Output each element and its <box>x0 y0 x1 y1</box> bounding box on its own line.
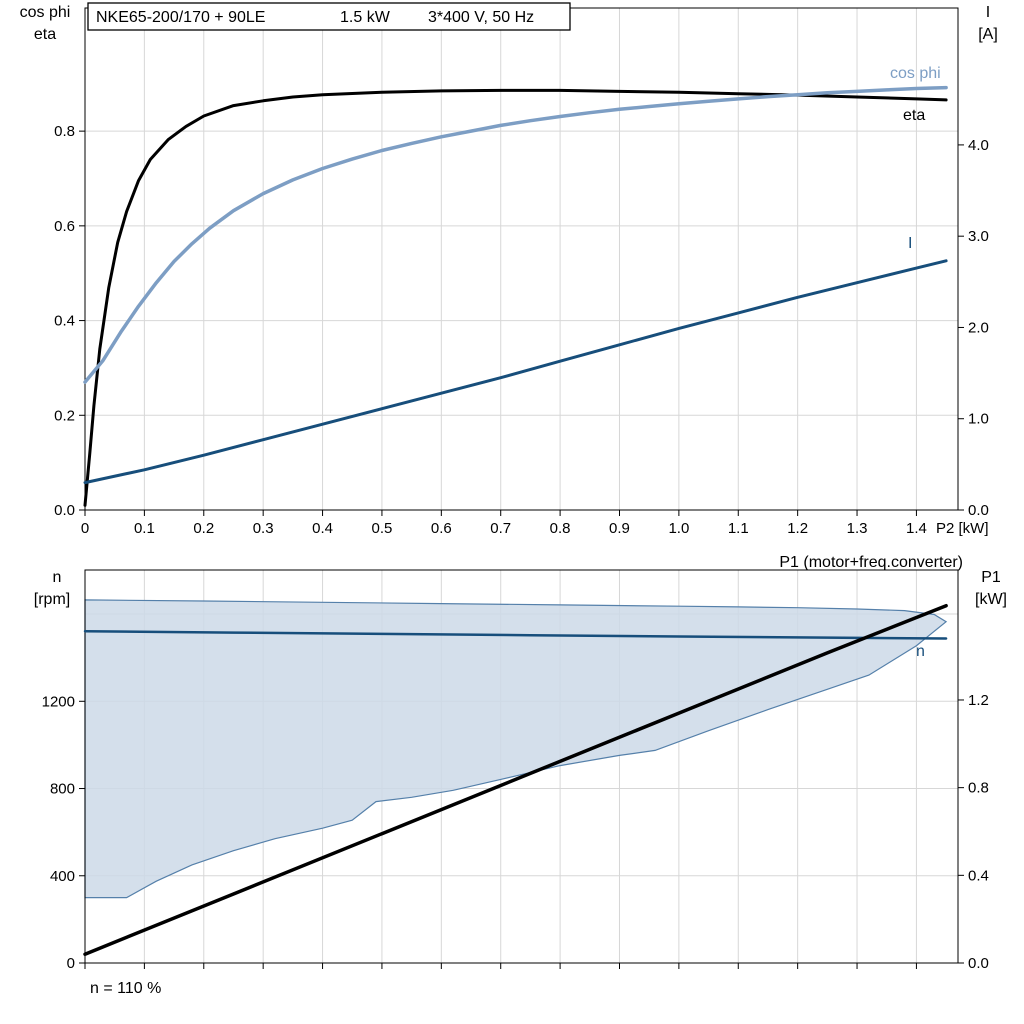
y-right-tick-label: 0.0 <box>968 955 989 972</box>
y-right-tick-label: 1.2 <box>968 692 989 709</box>
y-left-tick-label: 0.8 <box>54 123 75 140</box>
y-left-tick-label: 0.0 <box>54 502 75 519</box>
y-left-tick-label: 1200 <box>42 693 75 710</box>
x-tick-label: 1.1 <box>728 520 749 537</box>
speed-footnote: n = 110 % <box>90 980 161 997</box>
plot-frame <box>84 569 959 964</box>
curve-label-p1: P1 (motor+freq.converter) <box>779 554 963 571</box>
series-n <box>83 630 948 640</box>
chart-title-box <box>87 2 571 31</box>
title-supply: 3*400 V, 50 Hz <box>428 9 534 26</box>
y-right-title-p1-unit: [kW] <box>975 591 1007 608</box>
y-left-tick-label: 0.4 <box>54 313 75 330</box>
y-left-tick-label: 0.6 <box>54 218 75 235</box>
y-right-tick-label: 2.0 <box>968 319 989 336</box>
y-left-title-cosphi: cos phi <box>20 4 71 21</box>
labels-overlay: cos phi eta I [A] NKE65-200/170 + 90LE 1… <box>20 2 1007 997</box>
y-left-tick-label: 0 <box>67 955 75 972</box>
y-right-tick-label: 0.8 <box>968 780 989 797</box>
y-right-tick-label: 0.4 <box>968 867 989 884</box>
x-tick-label: 1.4 <box>906 520 927 537</box>
x-axis-unit-label: P2 [kW] <box>936 520 989 537</box>
series-eta <box>83 88 948 507</box>
y-right-tick-label: 3.0 <box>968 228 989 245</box>
y-right-title-current-unit: [A] <box>978 26 998 43</box>
y-right-tick-label: 1.0 <box>968 411 989 428</box>
x-tick-label: 0.2 <box>193 520 214 537</box>
x-tick-label: 0.9 <box>609 520 630 537</box>
chart-0: 0 0.1 0.2 0.3 0.4 0.5 0.6 0.7 0.8 0.9 1.0 1.1 1.2 1.3… <box>54 7 989 537</box>
title-model: NKE65-200/170 + 90LE <box>96 9 265 26</box>
y-right-title-p1: P1 <box>981 569 1001 586</box>
y-left-tick-label: 0.2 <box>54 407 75 424</box>
curve-label-speed: n <box>916 643 925 660</box>
x-tick-label: 0.1 <box>134 520 155 537</box>
x-tick-label: 0.6 <box>431 520 452 537</box>
operating-range-region <box>84 599 948 899</box>
y-left-tick-label: 800 <box>50 781 75 798</box>
x-tick-label: 0.8 <box>550 520 571 537</box>
x-tick-label: 1.3 <box>847 520 868 537</box>
y-right-tick-label: 4.0 <box>968 137 989 154</box>
series-p1-motor-freq-converter- <box>83 603 948 956</box>
y-left-title-eta: eta <box>34 26 56 43</box>
curve-label-eta: eta <box>903 107 925 124</box>
series-i <box>83 259 948 485</box>
plot-frame <box>84 7 959 511</box>
x-tick-label: 1.2 <box>787 520 808 537</box>
y-right-tick-label: 0.0 <box>968 502 989 519</box>
y-left-title-speed-unit: [rpm] <box>34 591 70 608</box>
x-tick-label: 0.7 <box>490 520 511 537</box>
y-right-title-current: I <box>986 4 990 21</box>
title-power: 1.5 kW <box>340 9 391 26</box>
y-left-title-speed: n <box>53 569 62 586</box>
x-tick-label: 0.5 <box>372 520 393 537</box>
y-left-tick-label: 400 <box>50 868 75 885</box>
x-tick-label: 0.4 <box>312 520 333 537</box>
chart-1: 0 400 800 1200 0.0 0.4 0.8 1.2 <box>42 569 989 972</box>
x-tick-label: 1.0 <box>668 520 689 537</box>
series-cos-phi <box>83 85 948 384</box>
curve-label-cos-phi: cos phi <box>890 65 941 82</box>
curve-label-current: I <box>908 235 912 252</box>
x-tick-label: 0.3 <box>253 520 274 537</box>
x-tick-label: 0 <box>81 520 89 537</box>
